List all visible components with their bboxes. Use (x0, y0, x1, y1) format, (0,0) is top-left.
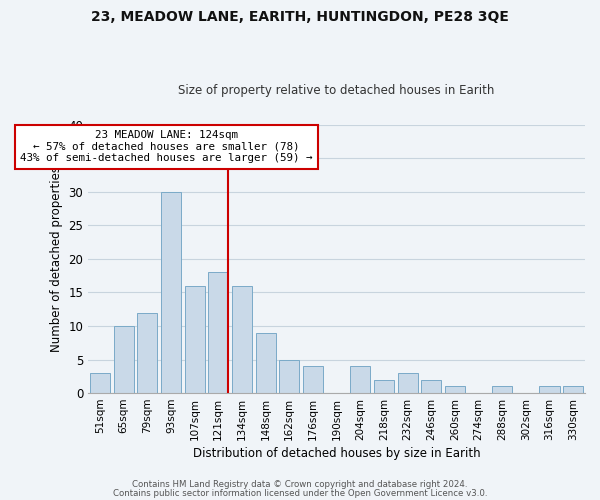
Text: 23 MEADOW LANE: 124sqm
← 57% of detached houses are smaller (78)
43% of semi-det: 23 MEADOW LANE: 124sqm ← 57% of detached… (20, 130, 313, 163)
Bar (208, 272, 229, 393)
Bar (374, 380, 394, 393)
Bar (539, 386, 560, 393)
Bar (137, 312, 157, 393)
Bar (113, 326, 134, 393)
Bar (279, 360, 299, 393)
Bar (421, 380, 441, 393)
Bar (445, 386, 465, 393)
Bar (232, 286, 252, 393)
Bar (303, 366, 323, 393)
Text: Contains HM Land Registry data © Crown copyright and database right 2024.: Contains HM Land Registry data © Crown c… (132, 480, 468, 489)
Bar (185, 286, 205, 393)
Bar (256, 332, 275, 393)
Bar (161, 192, 181, 393)
Bar (563, 386, 583, 393)
Title: Size of property relative to detached houses in Earith: Size of property relative to detached ho… (178, 84, 495, 97)
X-axis label: Distribution of detached houses by size in Earith: Distribution of detached houses by size … (193, 447, 481, 460)
Bar (398, 373, 418, 393)
Bar (350, 366, 370, 393)
Text: 23, MEADOW LANE, EARITH, HUNTINGDON, PE28 3QE: 23, MEADOW LANE, EARITH, HUNTINGDON, PE2… (91, 10, 509, 24)
Y-axis label: Number of detached properties: Number of detached properties (50, 166, 63, 352)
Bar (90, 373, 110, 393)
Text: Contains public sector information licensed under the Open Government Licence v3: Contains public sector information licen… (113, 488, 487, 498)
Bar (492, 386, 512, 393)
